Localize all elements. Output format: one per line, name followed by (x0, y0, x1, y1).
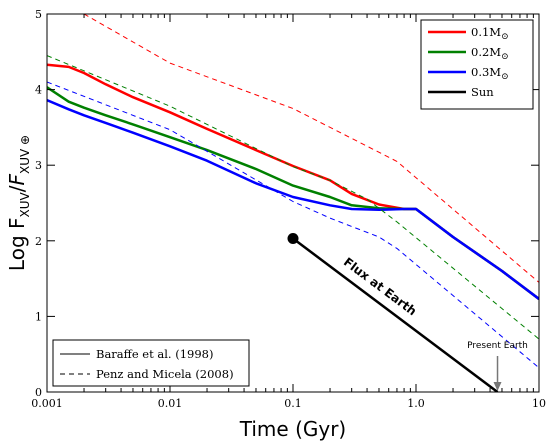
series-unnamed-6-dashed-line (47, 81, 539, 369)
legend-label-0-2m: 0.2M⊙ (471, 45, 509, 62)
flux-at-earth-label: Flux at Earth (341, 255, 419, 319)
y-axis-label: Log FXUV/FXUV ⊕ (5, 135, 32, 271)
y-tick-label: 3 (35, 159, 42, 172)
legend-label-dashed: Penz and Micela (2008) (96, 367, 234, 381)
series-layer (47, 14, 539, 392)
x-tick-label: 1.0 (407, 397, 425, 410)
x-tick-label: 10 (532, 397, 546, 410)
x-axis-ticks: 0.001 0.01 0.1 1.0 10 (31, 14, 546, 410)
y-tick-label: 5 (35, 8, 42, 21)
y-tick-label: 4 (35, 84, 42, 97)
annotation-layer: Flux at Earth Present Earth (287, 233, 528, 391)
y-tick-label: 0 (35, 386, 42, 399)
present-earth-arrow-head (493, 382, 502, 391)
y-axis-ticks: 0 1 2 3 4 5 (35, 8, 539, 399)
x-tick-label: 0.001 (31, 397, 63, 410)
series-0-3m-solid-line (47, 99, 539, 300)
legend-bottom-left: Baraffe et al. (1998) Penz and Micela (20… (52, 339, 250, 387)
legend-bottom-left-box (52, 339, 250, 387)
legend-label-0-1m: 0.1M⊙ (471, 25, 509, 42)
series-sun-solid-line (292, 237, 499, 392)
legend-top-right: 0.1M⊙ 0.2M⊙ 0.3M⊙ Sun (420, 19, 534, 110)
present-earth-label: Present Earth (467, 341, 528, 351)
legend-top-right-box (420, 19, 534, 110)
legend-label-sun: Sun (471, 85, 494, 99)
y-tick-label: 1 (35, 310, 42, 323)
x-axis-label: Time (Gyr) (239, 417, 346, 441)
x-tick-label: 0.1 (284, 397, 302, 410)
series-unnamed-5-dashed-line (47, 55, 539, 340)
series-0-2m-solid-line (47, 86, 539, 300)
sun-start-marker (287, 233, 299, 245)
x-tick-label: 0.01 (158, 397, 183, 410)
legend-label-solid: Baraffe et al. (1998) (96, 347, 213, 361)
legend-label-0-3m: 0.3M⊙ (471, 65, 509, 82)
y-tick-label: 2 (35, 235, 42, 248)
series-unnamed-4-dashed-line (83, 14, 539, 283)
